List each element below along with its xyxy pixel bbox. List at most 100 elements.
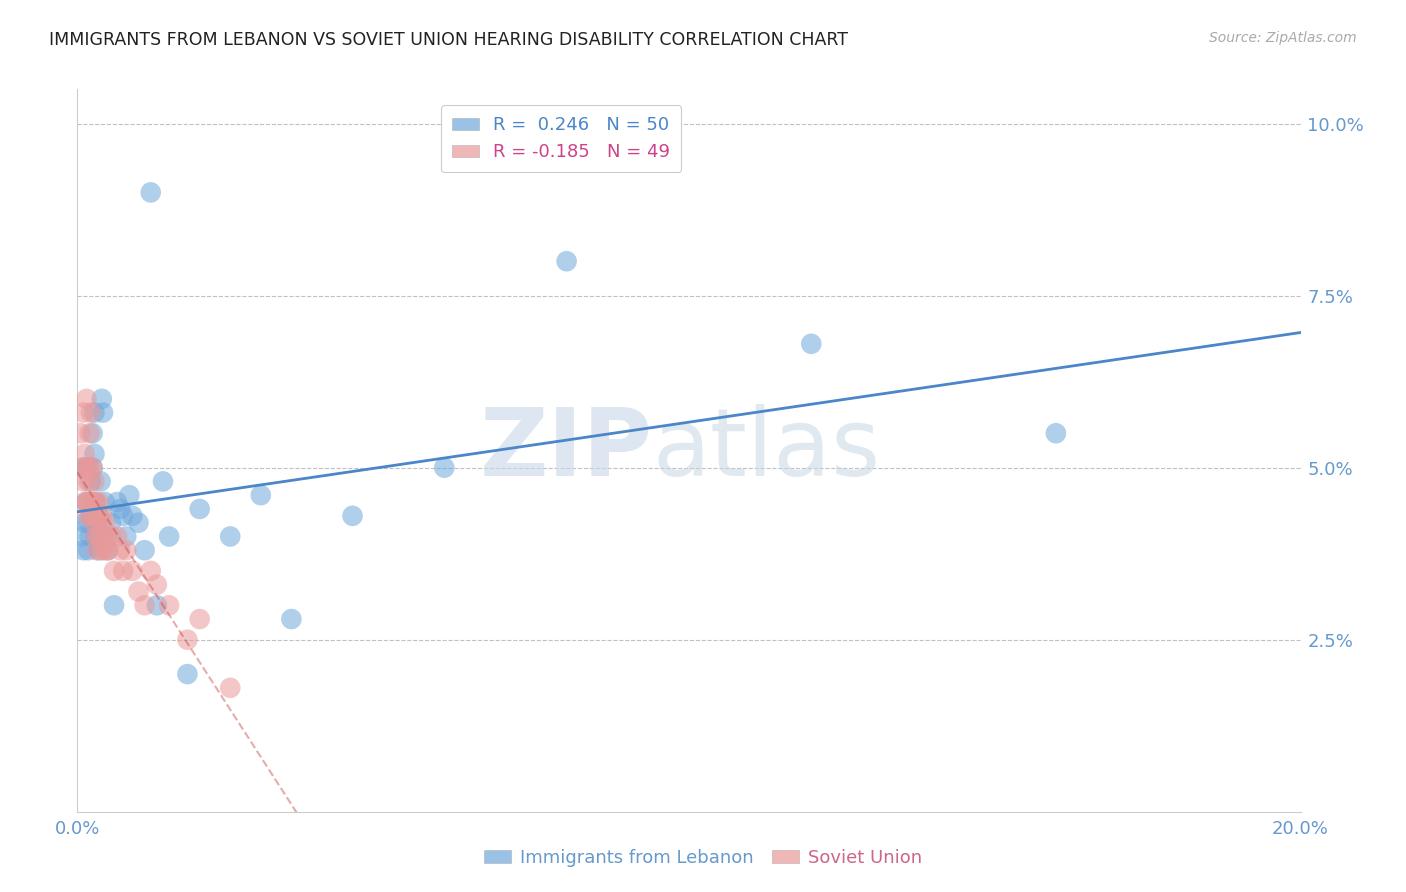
Point [280, 612, 302, 626]
Point [72, 475, 94, 489]
Point [80, 475, 103, 489]
Point [73, 495, 96, 509]
Point [84, 529, 107, 543]
Point [121, 508, 143, 523]
Point [80, 508, 103, 523]
Text: IMMIGRANTS FROM LEBANON VS SOVIET UNION HEARING DISABILITY CORRELATION CHART: IMMIGRANTS FROM LEBANON VS SOVIET UNION … [49, 31, 848, 49]
Point [90, 508, 112, 523]
Point [176, 632, 198, 647]
Point [82, 426, 104, 441]
Point [83, 475, 105, 489]
Legend: Immigrants from Lebanon, Soviet Union: Immigrants from Lebanon, Soviet Union [477, 842, 929, 874]
Point [90, 543, 112, 558]
Point [555, 254, 578, 268]
Point [69, 426, 91, 441]
Text: Source: ZipAtlas.com: Source: ZipAtlas.com [1209, 31, 1357, 45]
Point [134, 543, 156, 558]
Point [115, 529, 138, 543]
Point [188, 502, 211, 516]
Point [77, 543, 100, 558]
Point [103, 564, 125, 578]
Legend: R =  0.246   N = 50, R = -0.185   N = 49: R = 0.246 N = 50, R = -0.185 N = 49 [441, 105, 682, 172]
Text: ZIP: ZIP [479, 404, 652, 497]
Point [1045, 426, 1067, 441]
Point [86, 543, 108, 558]
Point [84, 495, 107, 509]
Point [76, 460, 98, 475]
Point [76, 495, 98, 509]
Point [86, 508, 108, 523]
Point [79, 460, 101, 475]
Point [76, 460, 98, 475]
Point [83, 447, 105, 461]
Point [80, 406, 103, 420]
Point [87, 495, 110, 509]
Point [115, 543, 138, 558]
Point [83, 516, 105, 530]
Point [128, 584, 150, 599]
Point [139, 186, 162, 200]
Point [83, 406, 105, 420]
Point [433, 460, 456, 475]
Point [97, 543, 120, 558]
Point [219, 681, 242, 695]
Point [157, 599, 180, 613]
Point [157, 529, 180, 543]
Point [112, 564, 135, 578]
Point [90, 392, 112, 406]
Point [87, 543, 110, 558]
Point [90, 475, 112, 489]
Point [72, 543, 94, 558]
Point [100, 516, 122, 530]
Point [82, 460, 104, 475]
Point [188, 612, 211, 626]
Point [94, 495, 117, 509]
Point [80, 508, 103, 523]
Point [108, 502, 131, 516]
Point [84, 529, 107, 543]
Point [73, 447, 96, 461]
Point [128, 516, 150, 530]
Point [91, 406, 114, 420]
Point [86, 516, 108, 530]
Point [146, 599, 169, 613]
Point [79, 426, 101, 441]
Point [70, 529, 93, 543]
Point [108, 543, 131, 558]
Point [73, 516, 96, 530]
Point [219, 529, 242, 543]
Point [91, 529, 114, 543]
Point [70, 460, 93, 475]
Point [105, 495, 128, 509]
Point [118, 488, 141, 502]
Point [121, 564, 143, 578]
Point [87, 508, 110, 523]
Point [82, 495, 104, 509]
Point [87, 529, 110, 543]
Point [77, 508, 100, 523]
Point [152, 475, 174, 489]
Point [112, 508, 135, 523]
Point [139, 564, 162, 578]
Point [97, 543, 120, 558]
Point [76, 495, 98, 509]
Point [134, 599, 156, 613]
Point [96, 529, 118, 543]
Point [76, 392, 98, 406]
Point [77, 516, 100, 530]
Point [800, 336, 823, 351]
Point [176, 667, 198, 681]
Point [72, 460, 94, 475]
Point [100, 529, 122, 543]
Point [96, 529, 118, 543]
Point [72, 406, 94, 420]
Point [79, 529, 101, 543]
Point [82, 460, 104, 475]
Point [105, 529, 128, 543]
Point [77, 475, 100, 489]
Point [94, 516, 117, 530]
Point [90, 516, 112, 530]
Point [342, 508, 364, 523]
Text: atlas: atlas [652, 404, 880, 497]
Point [146, 577, 169, 591]
